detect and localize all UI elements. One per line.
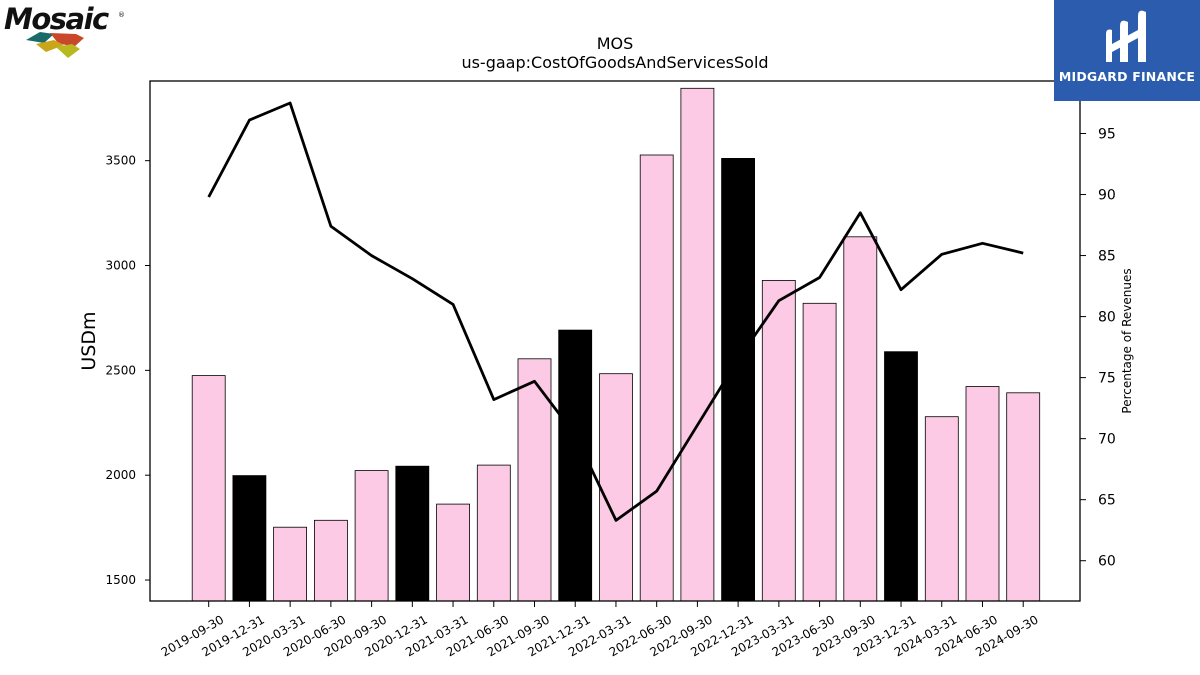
line-series (207, 101, 1024, 522)
bar-2022-03-31 (599, 373, 633, 602)
y-axis-left: 1500 2000 2500 3000 3500 (105, 154, 150, 587)
bar-2023-09-30 (843, 236, 878, 602)
chart-subtitle: us-gaap:CostOfGoodsAndServicesSold (461, 53, 768, 72)
plot-frame (149, 80, 1081, 602)
bar-2019-12-31 (232, 475, 267, 602)
bar-2020-03-31 (273, 526, 308, 602)
y2-axis-label: Percentage of Revenues (1120, 268, 1134, 413)
mosaic-logo: Mosaic ® (4, 2, 126, 60)
y-tick-label-3000: 3000 (105, 259, 136, 273)
bar-2023-06-30 (802, 302, 837, 602)
midgard-finance-text: MIDGARD FINANCE (1058, 69, 1196, 84)
x-axis: 2019-09-302019-12-312020-03-312020-06-30… (159, 601, 1041, 659)
midgard-mark-icon (1106, 10, 1146, 63)
y-tick-label-1500: 1500 (105, 573, 136, 587)
y-axis-label: USDm (78, 311, 100, 370)
midgard-finance-logo: MIDGARD FINANCE (1054, 0, 1200, 101)
mosaic-logo-mark: ® (118, 11, 125, 19)
y2-tick-label-65: 65 (1098, 493, 1116, 509)
y2-tick-label-80: 80 (1098, 310, 1116, 326)
bar-2022-09-30 (680, 87, 715, 602)
y-tick-label-3500: 3500 (105, 154, 136, 168)
bar-2021-12-31 (558, 329, 593, 602)
bar-2023-12-31 (884, 351, 918, 602)
bar-2022-06-30 (639, 154, 674, 602)
bar-series (191, 87, 1041, 602)
mosaic-tiles-icon (26, 32, 84, 58)
y-tick-label-2000: 2000 (105, 468, 136, 482)
y-axis-right: 60 65 70 75 80 85 90 95 (1080, 126, 1116, 570)
bar-2024-06-30 (965, 386, 1000, 602)
y2-tick-label-70: 70 (1098, 432, 1116, 448)
mosaic-logo-text: Mosaic (4, 2, 109, 36)
bar-2020-12-31 (395, 465, 430, 602)
chart-title: MOS (597, 34, 634, 53)
y2-tick-label-90: 90 (1098, 188, 1116, 204)
bar-2019-09-30 (191, 375, 226, 602)
bar-2024-09-30 (1006, 392, 1041, 602)
y2-tick-label-95: 95 (1098, 126, 1116, 142)
bar-2020-06-30 (313, 519, 348, 602)
bar-2020-09-30 (354, 470, 389, 602)
bar-2023-03-31 (761, 279, 796, 602)
bar-2021-09-30 (517, 358, 552, 602)
y2-tick-label-85: 85 (1098, 249, 1116, 265)
y2-tick-label-60: 60 (1098, 554, 1116, 570)
y-tick-label-2500: 2500 (105, 363, 136, 377)
bar-2021-03-31 (436, 503, 471, 602)
y2-tick-label-75: 75 (1098, 371, 1116, 387)
bar-2021-06-30 (476, 464, 511, 602)
bar-2024-03-31 (924, 416, 959, 602)
